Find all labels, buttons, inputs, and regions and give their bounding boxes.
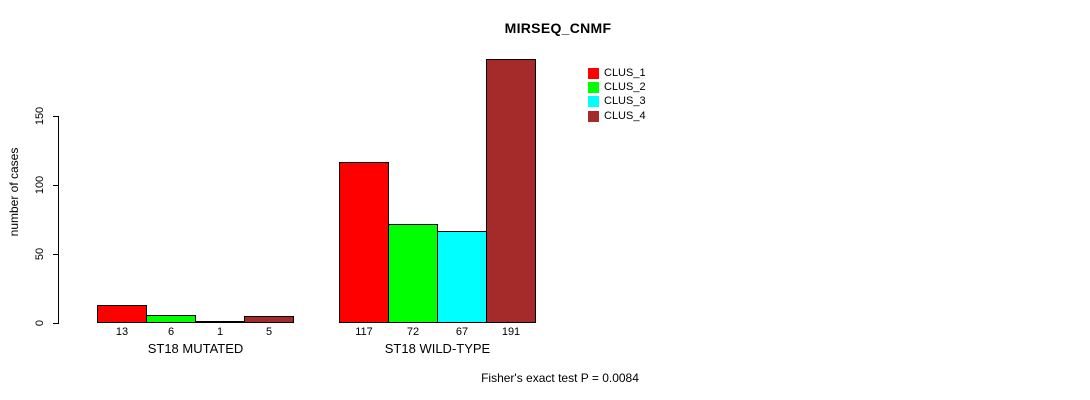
legend-item-clus-1: CLUS_1 (588, 66, 646, 80)
y-axis-tick-label: 0 (34, 319, 46, 327)
legend: CLUS_1 CLUS_2 CLUS_3 CLUS_4 (588, 66, 646, 124)
y-axis-tick-label: 50 (34, 247, 46, 261)
y-axis-title: number of cases (7, 147, 21, 237)
bar-value-label: 13 (115, 326, 129, 338)
legend-item-clus-2: CLUS_2 (588, 80, 646, 94)
legend-swatch-icon (588, 82, 599, 94)
y-axis-tick-label: 100 (34, 175, 46, 195)
y-axis-tick (53, 323, 58, 324)
y-axis-line (58, 116, 59, 324)
legend-swatch-icon (588, 96, 599, 108)
bar-clus-1-st18-mutated (97, 305, 147, 323)
y-axis-tick (53, 185, 58, 186)
legend-label: CLUS_3 (604, 95, 646, 108)
legend-label: CLUS_1 (604, 66, 646, 79)
bar-clus-2-st18-wild-type (388, 224, 438, 323)
bar-clus-4-st18-wild-type (486, 59, 536, 323)
legend-label: CLUS_2 (604, 81, 646, 94)
bar-clus-4-st18-mutated (244, 316, 294, 323)
bar-value-label: 1 (216, 326, 224, 338)
legend-swatch-icon (588, 67, 599, 79)
bar-clus-2-st18-mutated (146, 315, 196, 323)
bar-value-label: 117 (355, 326, 373, 338)
bar-value-label: 72 (406, 326, 420, 338)
legend-label: CLUS_4 (604, 109, 646, 122)
bar-clus-3-st18-mutated (195, 321, 245, 323)
bar-value-label: 5 (265, 326, 273, 338)
y-axis-tick (53, 116, 58, 117)
y-axis-tick-label: 150 (34, 106, 46, 126)
bar-value-label: 67 (455, 326, 469, 338)
bar-clus-1-st18-wild-type (339, 162, 389, 323)
legend-item-clus-3: CLUS_3 (588, 95, 646, 109)
bar-value-label: 6 (167, 326, 175, 338)
bar-clus-3-st18-wild-type (437, 231, 487, 323)
group-label-st18-wild-type: ST18 WILD-TYPE (384, 341, 491, 356)
bar-value-label: 191 (501, 326, 521, 338)
y-axis-tick (53, 254, 58, 255)
footer-annotation: Fisher's exact test P = 0.0084 (481, 371, 639, 385)
group-label-st18-mutated: ST18 MUTATED (147, 341, 244, 356)
legend-item-clus-4: CLUS_4 (588, 109, 646, 123)
chart-title: MIRSEQ_CNMF (504, 20, 612, 36)
legend-swatch-icon (588, 110, 599, 122)
